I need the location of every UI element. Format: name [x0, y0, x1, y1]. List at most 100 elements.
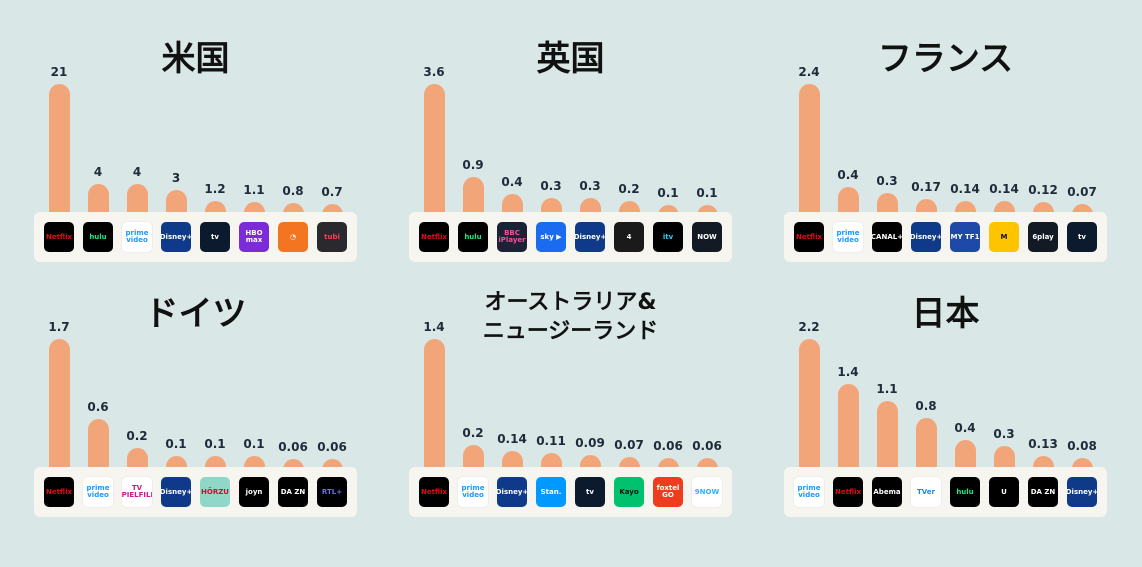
logo-joyn-icon: joyn: [239, 477, 269, 507]
data-label: 0.14: [950, 181, 980, 196]
logo-netflix-icon: Netflix: [44, 477, 74, 507]
logo-panel: Netflix hulu prime video Disney+ tv HBO max ◔…: [34, 212, 357, 262]
data-label: 2.2: [798, 320, 820, 334]
data-label: 0.1: [165, 436, 187, 451]
chart-title: フランス: [877, 39, 1014, 80]
data-label: 0.1: [204, 436, 226, 451]
data-label: 0.06: [692, 438, 722, 453]
data-label: 1.1: [876, 382, 898, 396]
logo-u-next-icon: U: [989, 477, 1019, 507]
chart-5: 日本 prime video Netflix Abema TVer hulu U DA ZN D…: [784, 285, 1107, 545]
data-label: 1.4: [837, 365, 859, 380]
logo-prime-video-icon: prime video: [83, 477, 113, 507]
data-label: 0.07: [1067, 185, 1097, 200]
logo-rtl--icon: RTL+: [317, 477, 347, 507]
logo-canal--icon: CANAL+: [872, 222, 902, 252]
logo-itv-icon: itv: [653, 222, 683, 252]
logo-apple-tv--icon: tv: [575, 477, 605, 507]
logo-9now-icon: 9NOW: [692, 477, 722, 507]
data-label: 1.7: [48, 320, 70, 334]
logo-netflix-icon: Netflix: [419, 222, 449, 252]
logo-prime-video-icon: prime video: [458, 477, 488, 507]
data-label: 0.07: [614, 437, 644, 452]
data-label: 0.2: [126, 429, 148, 444]
logo-mytf1-icon: MY TF1: [950, 222, 980, 252]
logo-abema-icon: Abema: [872, 477, 902, 507]
logo-panel: Netflix hulu BBC iPlayer sky ▶ Disney+ 4 itv NO…: [409, 212, 732, 262]
data-label: 0.7: [321, 184, 343, 199]
data-label: 0.4: [954, 421, 976, 436]
logo-disney--icon: Disney+: [1067, 477, 1097, 507]
bar-netflix: [423, 84, 445, 232]
logo-foxtel-go-icon: foxtel GO: [653, 477, 683, 507]
data-label: 1.2: [204, 181, 226, 196]
data-label: 0.09: [575, 436, 605, 451]
logo-hulu-icon: hulu: [83, 222, 113, 252]
chart-1: 英国 Netflix hulu BBC iPlayer sky ▶ Disney+ 4 itv…: [409, 30, 732, 290]
data-label: 0.1: [657, 185, 679, 200]
data-label: 0.08: [1067, 439, 1097, 454]
data-label: 4: [132, 165, 142, 180]
bar-netflix: [423, 339, 445, 487]
data-label: 0.8: [915, 398, 937, 413]
bar-netflix: [48, 339, 70, 487]
logo-tver-icon: TVer: [911, 477, 941, 507]
data-label: 0.11: [536, 434, 566, 449]
logo-prime-video-icon: prime video: [122, 222, 152, 252]
chart-title: オーストラリア& ニュージーランド: [482, 290, 659, 344]
data-label: 4: [93, 165, 103, 180]
logo-apple-tv--icon: tv: [200, 222, 230, 252]
data-label: 0.4: [501, 175, 523, 190]
data-label: 0.1: [243, 436, 265, 451]
logo-hbo-max-icon: HBO max: [239, 222, 269, 252]
data-label: 0.06: [653, 438, 683, 453]
chart-3: ドイツ Netflix prime video TV SPIELFILM Disney+…: [34, 285, 357, 545]
data-label: 0.2: [462, 426, 484, 441]
logo-tubi-icon: tubi: [317, 222, 347, 252]
bar-prime-video: [798, 339, 820, 487]
logo-sky-icon: sky ▶: [536, 222, 566, 252]
chart-title: ドイツ: [144, 294, 247, 335]
data-label: 3.6: [423, 65, 445, 79]
bar-netflix: [798, 84, 820, 232]
data-label: 0.06: [317, 439, 347, 454]
logo-netflix-icon: Netflix: [419, 477, 449, 507]
logo-panel: Netflix prime video TV SPIELFILM Disney+ HÖR…: [34, 467, 357, 517]
data-label: 3: [171, 171, 181, 186]
data-label: 0.8: [282, 184, 304, 199]
chart-title: 日本: [911, 294, 980, 335]
chart-title: 英国: [536, 39, 605, 80]
logo-disney--icon: Disney+: [911, 222, 941, 252]
logo-netflix-icon: Netflix: [44, 222, 74, 252]
data-label: 0.06: [278, 439, 308, 454]
logo-disney--icon: Disney+: [575, 222, 605, 252]
logo-kayo-icon: Kayo: [614, 477, 644, 507]
data-label: 0.12: [1028, 182, 1058, 197]
data-label: 0.3: [876, 173, 898, 188]
logo-prime-video-icon: prime video: [833, 222, 863, 252]
data-label: 0.13: [1028, 436, 1058, 451]
logo-channel-4-icon: 4: [614, 222, 644, 252]
logo-dazn-icon: DA ZN: [278, 477, 308, 507]
data-label: 0.6: [87, 400, 109, 415]
logo-hulu-icon: hulu: [950, 477, 980, 507]
bar-abema: [876, 401, 898, 487]
logo-hulu-icon: hulu: [458, 222, 488, 252]
bar-netflix: [48, 84, 70, 232]
logo-disney--icon: Disney+: [161, 222, 191, 252]
logo-molotov-icon: M: [989, 222, 1019, 252]
chart-4: オーストラリア& ニュージーランド Netflix prime video Disne…: [409, 285, 732, 545]
data-label: 0.14: [989, 181, 1019, 196]
data-label: 0.1: [696, 185, 718, 200]
data-label: 0.17: [911, 180, 941, 195]
bar-netflix: [837, 384, 859, 487]
chart-title: 米国: [161, 39, 230, 80]
logo-panel: Netflix prime video Disney+ Stan. tv Kayo fox…: [409, 467, 732, 517]
logo-stan-icon: Stan.: [536, 477, 566, 507]
logo-crunchyroll-icon: ◔: [278, 222, 308, 252]
logo-tv-spielfilm-icon: TV SPIELFILM: [122, 477, 152, 507]
logo-disney--icon: Disney+: [497, 477, 527, 507]
chart-2: フランス Netflix prime video CANAL+ Disney+ MY TF…: [784, 30, 1107, 290]
data-label: 21: [50, 65, 68, 79]
logo-prime-video-icon: prime video: [794, 477, 824, 507]
